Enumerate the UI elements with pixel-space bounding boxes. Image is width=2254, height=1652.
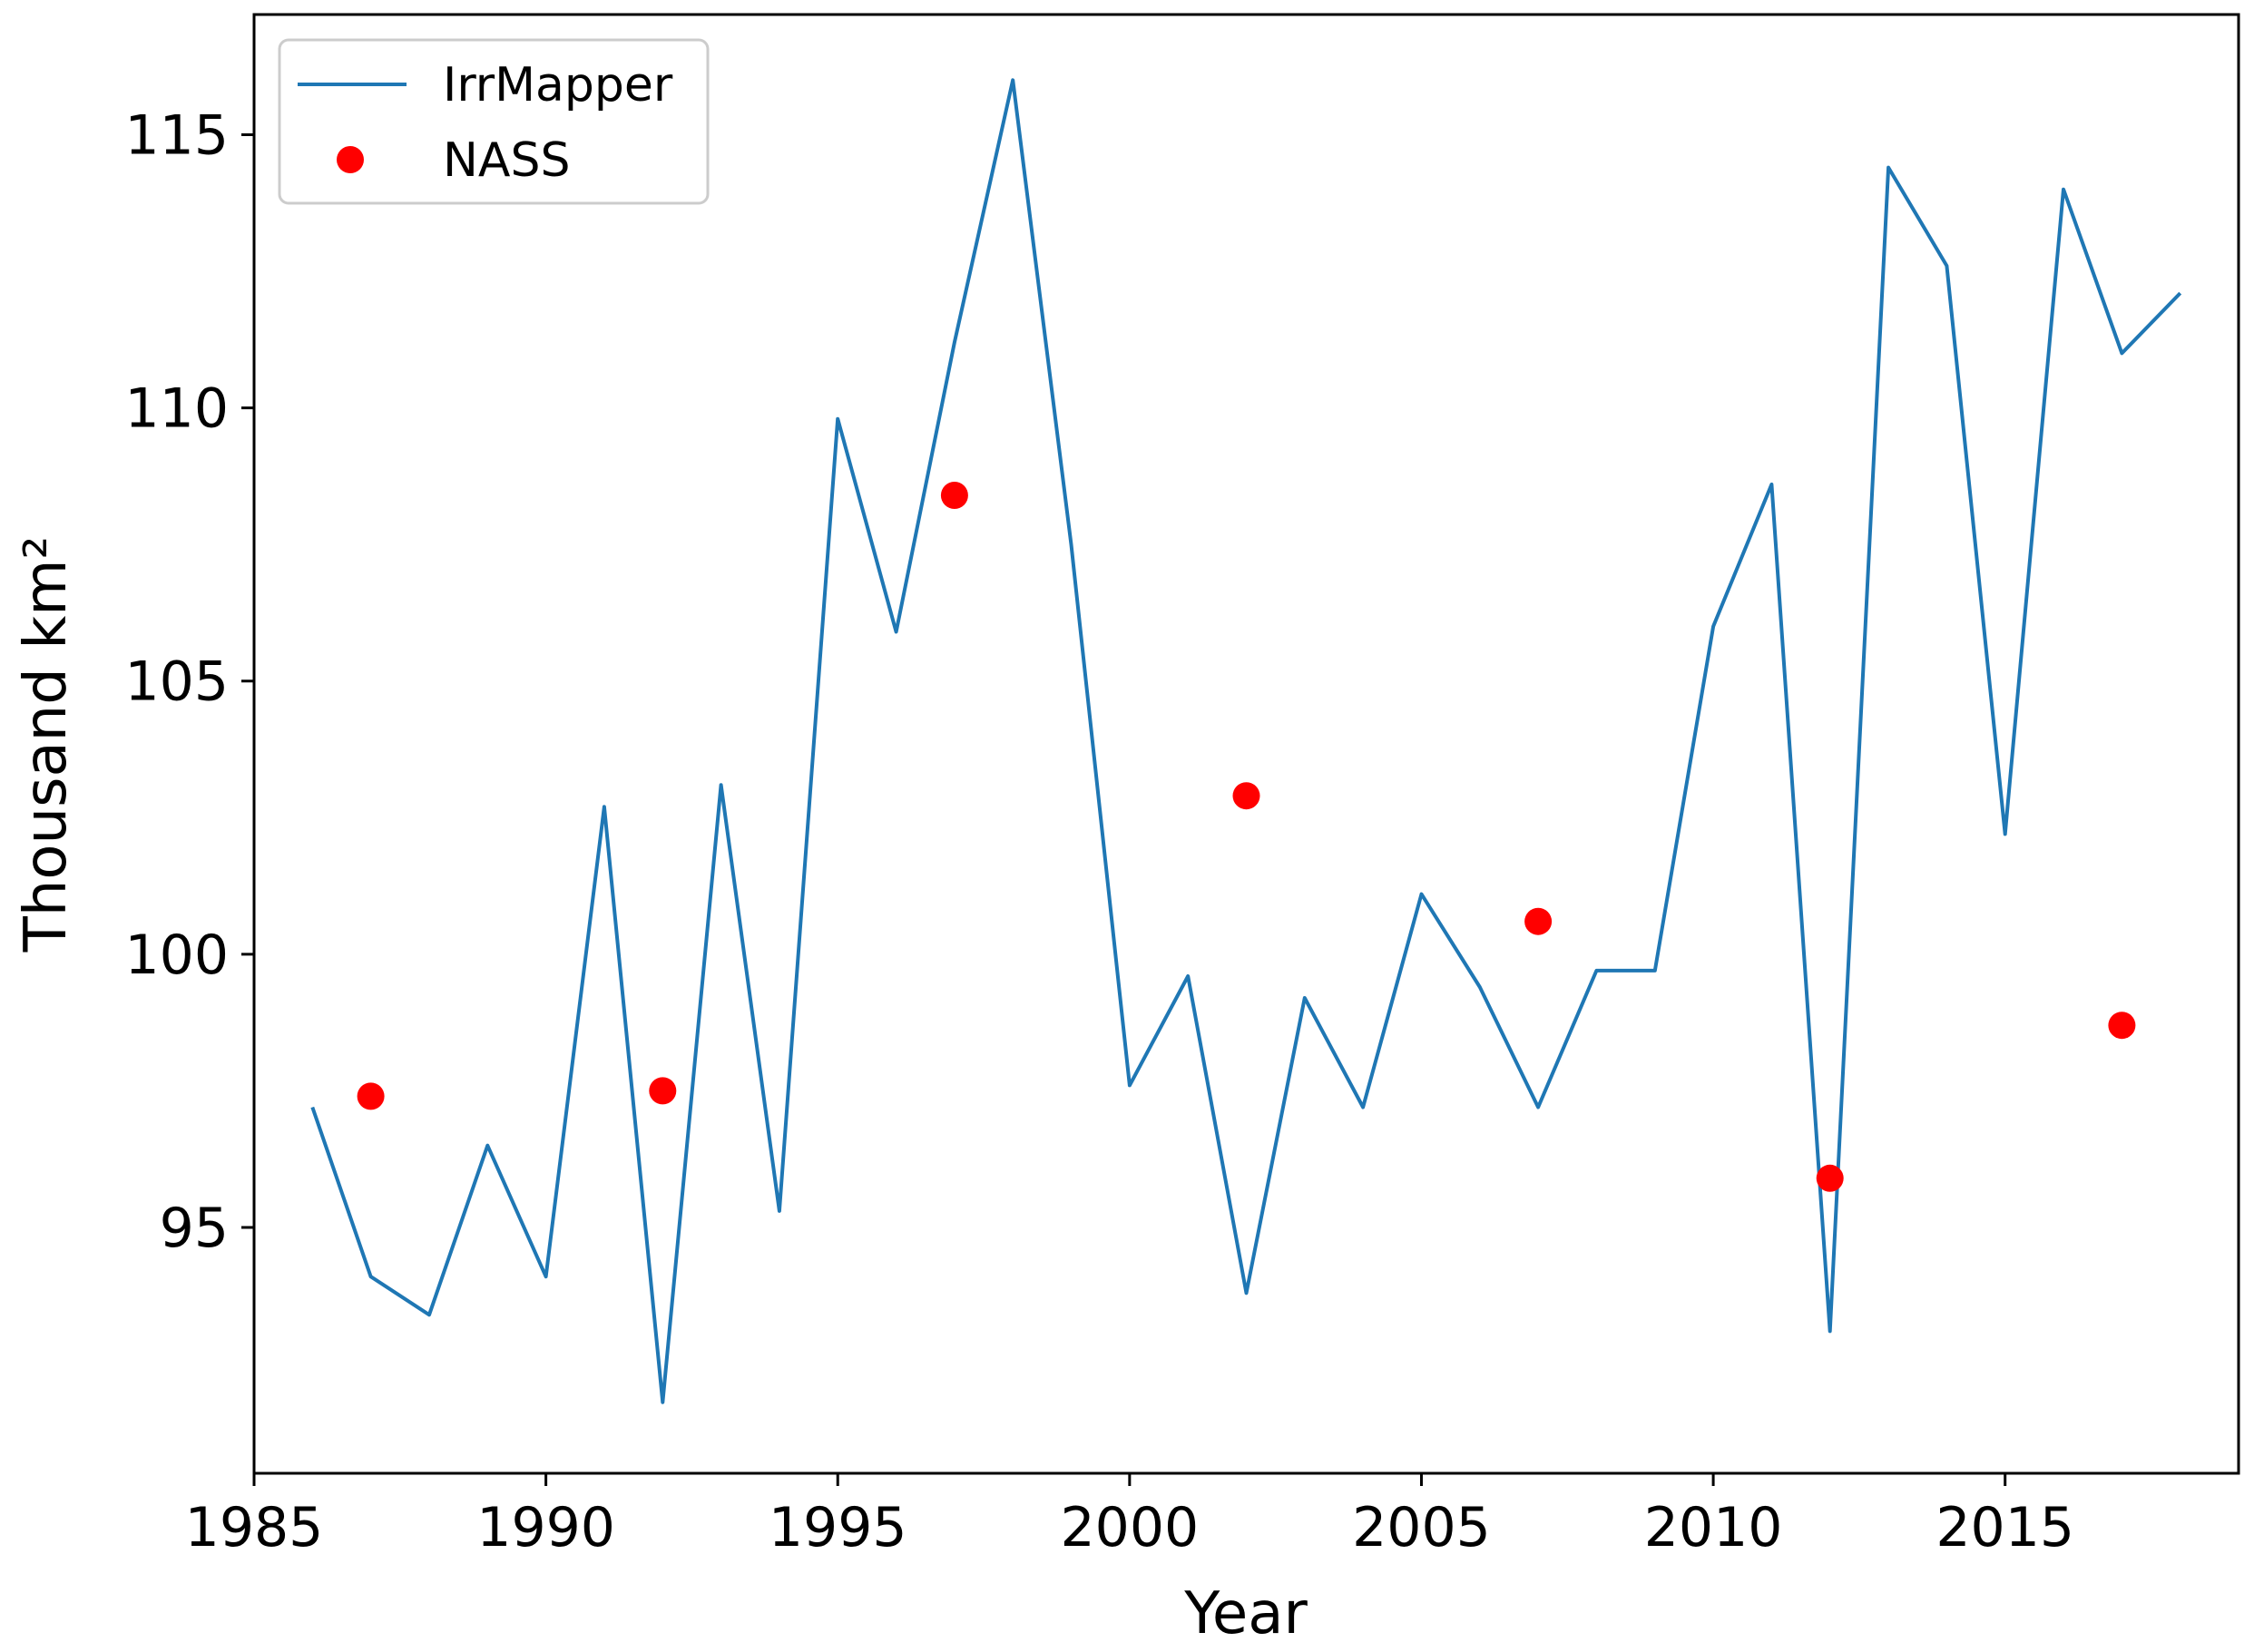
series-nass-point	[357, 1082, 385, 1110]
series-nass-point	[2108, 1012, 2136, 1040]
series-nass-point	[1816, 1164, 1844, 1192]
plot-frame	[252, 13, 2240, 1475]
y-axis: 95 100 105 110 115	[124, 103, 254, 1260]
y-axis-label: Thousand km²	[13, 536, 80, 953]
x-tick-label: 2005	[1352, 1496, 1491, 1559]
x-axis-label: Year	[1183, 1580, 1308, 1647]
legend-box	[278, 38, 710, 205]
y-tick-label: 100	[124, 924, 229, 987]
x-axis: 1985 1990 1995 2000 2005 2010 2015	[185, 1473, 2074, 1559]
series-nass-point	[1232, 782, 1260, 810]
plot-marks	[310, 78, 2182, 1404]
series-nass-point	[649, 1077, 677, 1105]
x-tick-label: 1995	[769, 1496, 907, 1559]
legend: IrrMapper NASS	[278, 38, 710, 205]
y-tick-label: 115	[124, 103, 229, 167]
x-tick-label: 1985	[185, 1496, 324, 1559]
y-tick-label: 95	[160, 1197, 229, 1260]
legend-nass-swatch	[337, 146, 364, 173]
legend-irrmapper-label: IrrMapper	[443, 58, 673, 112]
legend-nass-label: NASS	[443, 133, 571, 188]
y-tick-label: 110	[124, 377, 229, 441]
x-tick-label: 2010	[1644, 1496, 1783, 1559]
series-irrmapper-line	[310, 78, 2182, 1404]
x-tick-label: 2015	[1936, 1496, 2074, 1559]
y-tick-label: 105	[124, 650, 229, 714]
series-nass-point	[940, 482, 968, 509]
x-tick-label: 2000	[1061, 1496, 1200, 1559]
series-nass-point	[1524, 907, 1553, 935]
x-tick-label: 1990	[476, 1496, 615, 1559]
